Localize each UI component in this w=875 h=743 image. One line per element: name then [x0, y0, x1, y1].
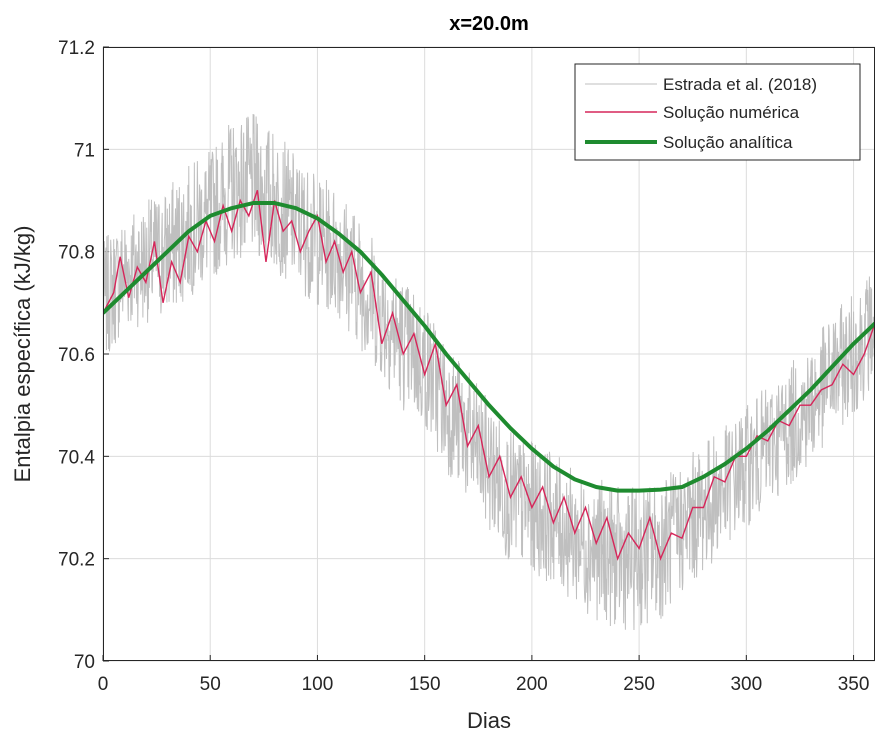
- x-tick-label: 300: [730, 674, 762, 695]
- x-axis-label: Dias: [467, 708, 511, 733]
- y-tick-label: 70.6: [58, 345, 95, 366]
- y-tick-label: 70.2: [58, 550, 95, 571]
- x-tick-label: 350: [838, 674, 870, 695]
- x-tick-label: 150: [409, 674, 441, 695]
- x-tick-label: 0: [98, 674, 109, 695]
- series-line-analitica: [103, 201, 875, 493]
- legend-label-analitica: Solução analítica: [663, 133, 793, 152]
- legend-label-estrada: Estrada et al. (2018): [663, 75, 817, 94]
- chart-title: x=20.0m: [449, 13, 529, 35]
- y-tick-label: 70.4: [58, 447, 95, 468]
- legend-label-numerica: Solução numérica: [663, 103, 800, 122]
- x-tick-label: 100: [302, 674, 334, 695]
- y-tick-label: 71.2: [58, 38, 95, 59]
- y-tick-label: 70: [74, 652, 95, 673]
- legend: Estrada et al. (2018) Solução numérica S…: [574, 63, 861, 161]
- y-tick-label: 70.8: [58, 243, 95, 264]
- y-tick-label: 71: [74, 140, 95, 161]
- x-tick-label: 200: [516, 674, 548, 695]
- x-tick-label: 50: [200, 674, 221, 695]
- series-layer: [103, 114, 875, 631]
- y-axis-label: Entalpia específica (kJ/kg): [10, 226, 35, 483]
- tick-labels: 0 50 100 150 200 250 300 350 70 70.2 70.4 70.6 70.8 7…: [58, 38, 869, 695]
- x-tick-label: 250: [623, 674, 655, 695]
